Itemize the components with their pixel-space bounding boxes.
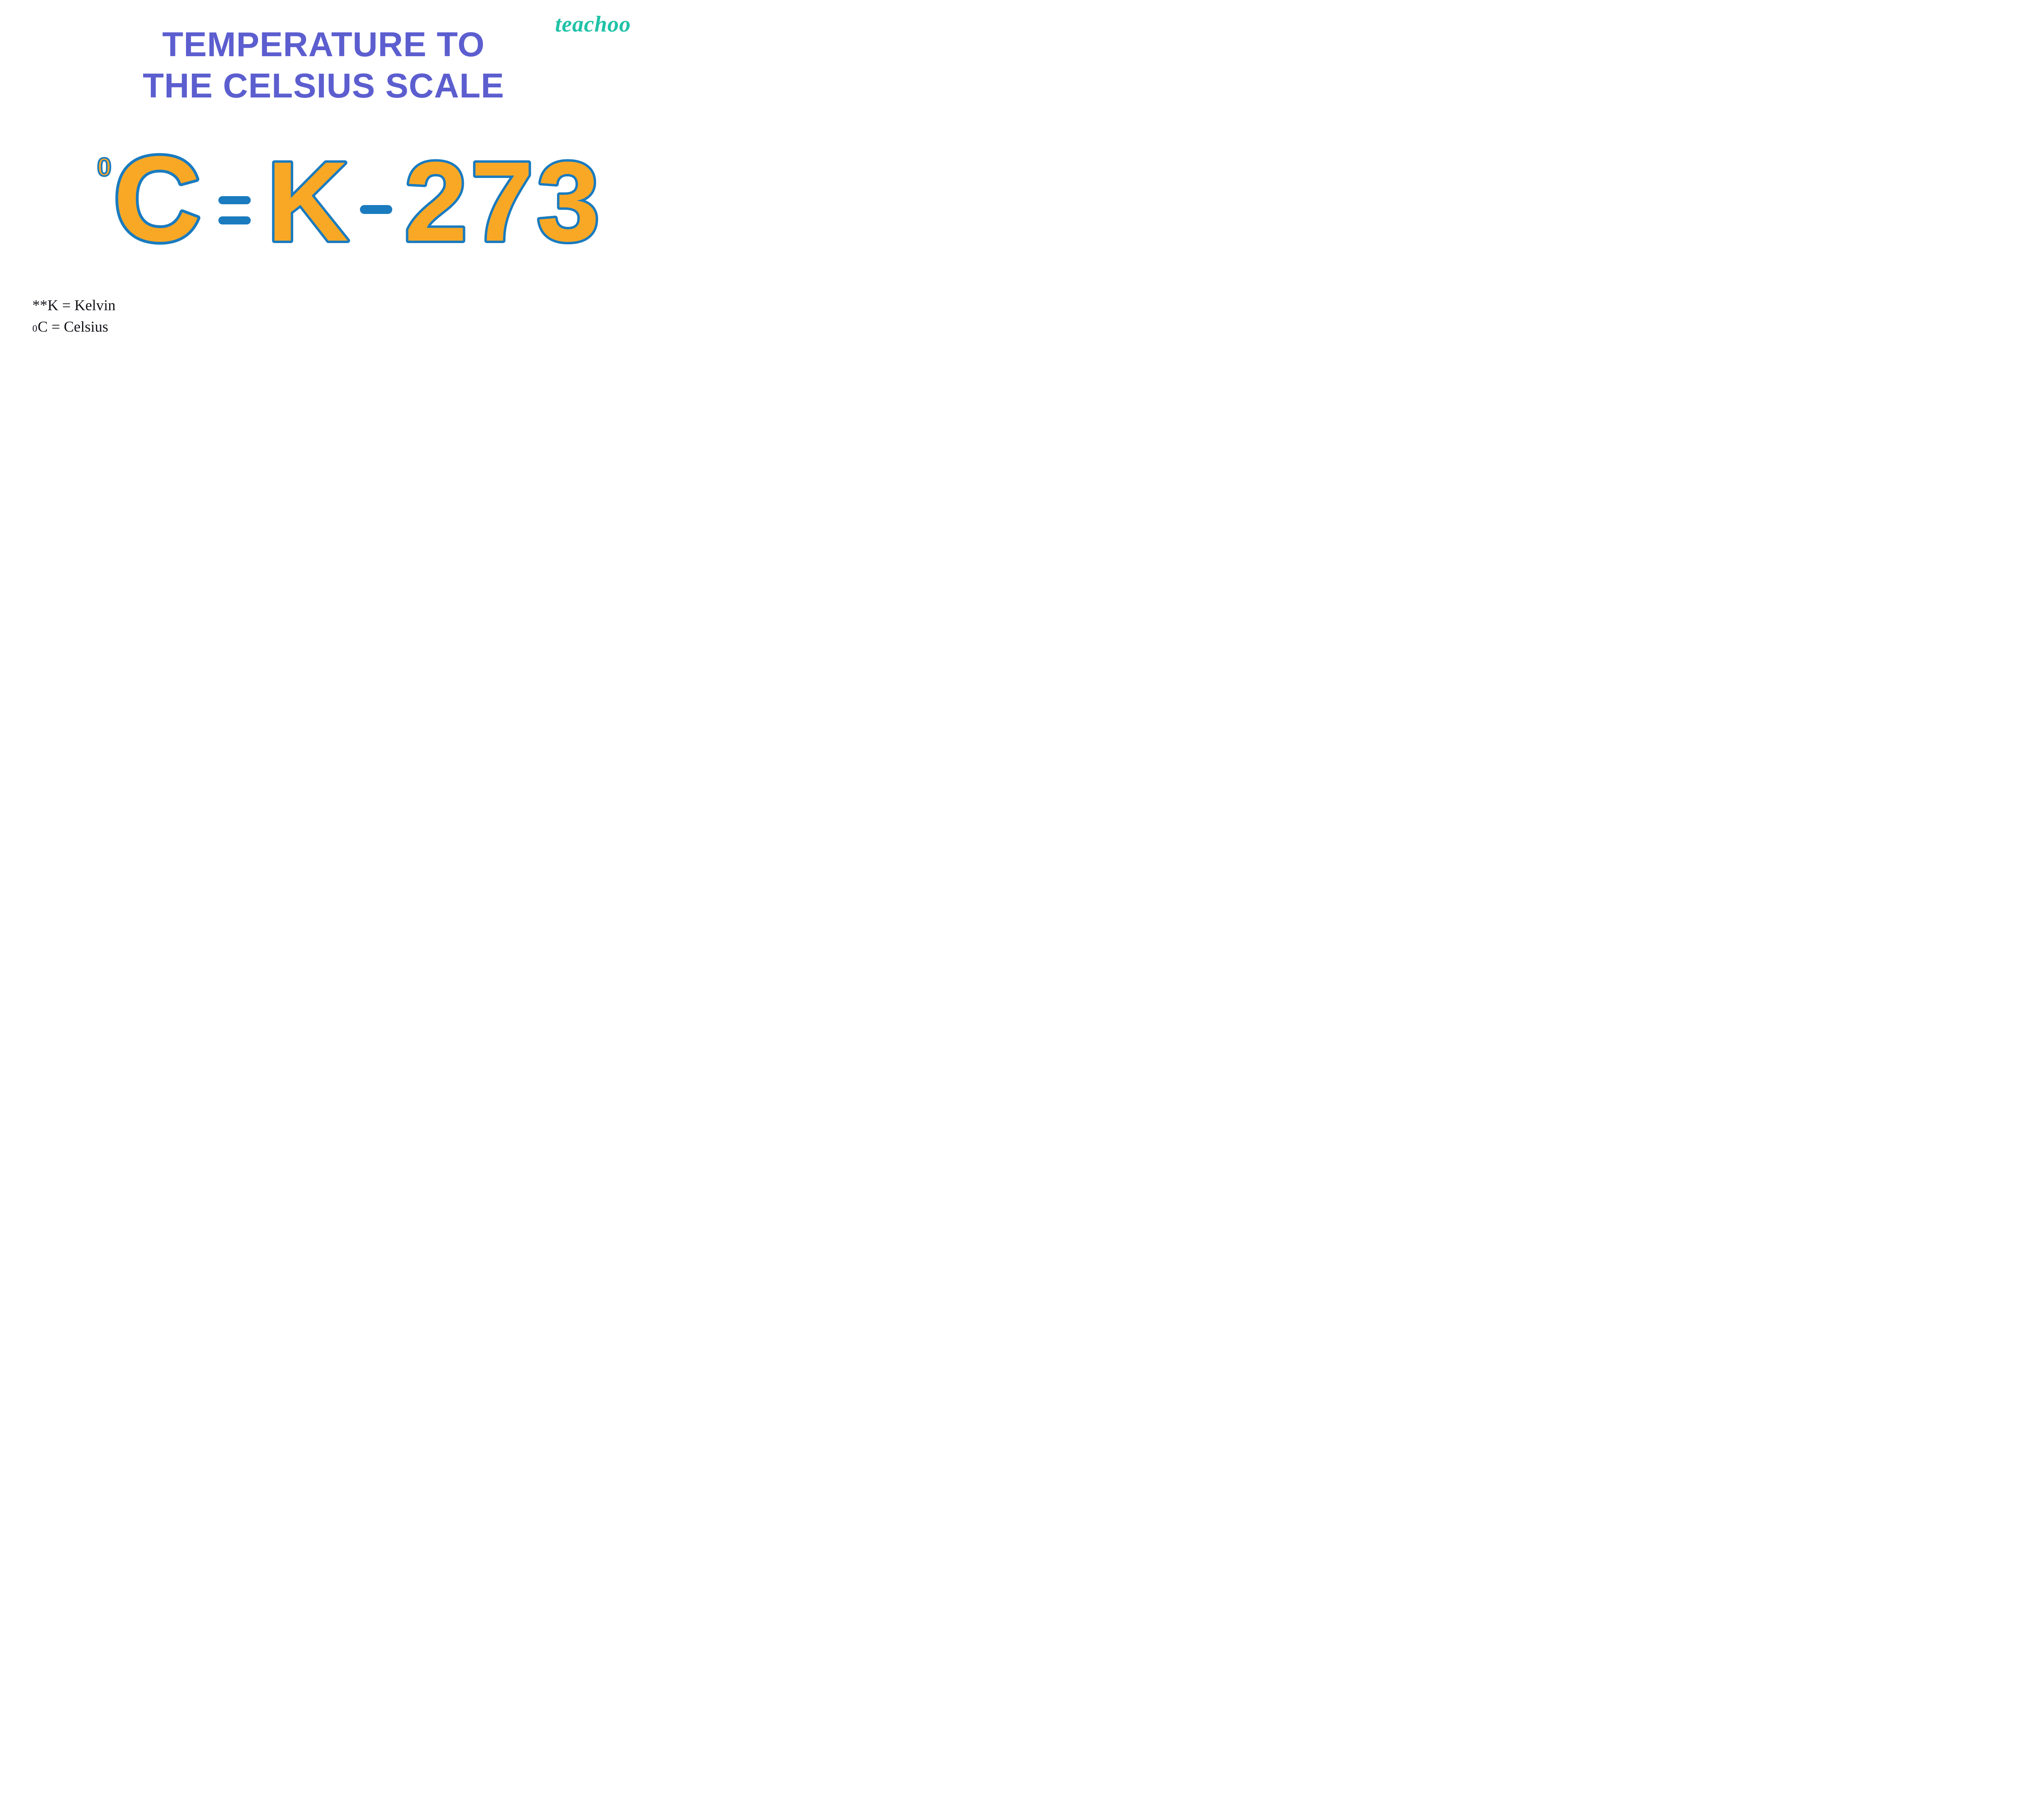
degree-symbol-stroke: 0 <box>97 152 112 182</box>
rhs-k: K <box>267 139 349 265</box>
formula-svg: 0 0 C C K K 273 273 <box>32 131 615 269</box>
legend-celsius-label: Celsius <box>64 318 108 336</box>
legend-celsius-symbol: C <box>38 318 48 336</box>
brand-logo: teachoo <box>555 11 631 37</box>
legend-kelvin-symbol: K <box>47 297 58 314</box>
title-line-1: TEMPERATURE TO <box>0 24 647 66</box>
lhs-c: C <box>113 131 201 267</box>
page-title: TEMPERATURE TO THE CELSIUS SCALE <box>0 0 647 107</box>
legend-row-kelvin: **K = Kelvin <box>32 297 116 314</box>
legend-kelvin-label: Kelvin <box>74 297 116 314</box>
legend-celsius-sup: 0 <box>32 323 37 334</box>
legend-row-celsius: 0C = Celsius <box>32 318 116 336</box>
formula-block: 0 0 C C K K 273 273 <box>0 131 647 269</box>
legend-eq-2: = <box>48 318 64 336</box>
equals-sign <box>218 196 251 224</box>
title-line-2: THE CELSIUS SCALE <box>0 66 647 107</box>
legend-kelvin-prefix: ** <box>32 297 47 314</box>
rhs-273: 273 <box>404 139 603 265</box>
legend-block: **K = Kelvin 0C = Celsius <box>32 297 116 340</box>
legend-eq-1: = <box>58 297 74 314</box>
minus-sign <box>360 205 392 214</box>
